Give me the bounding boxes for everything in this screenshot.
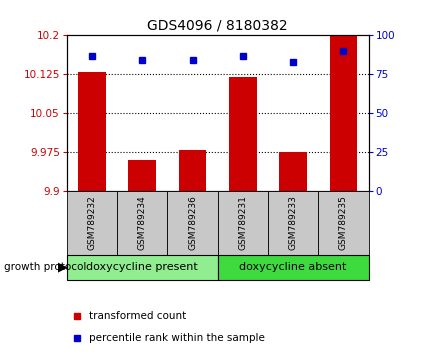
Bar: [317, 191, 368, 255]
Text: GSM789234: GSM789234: [138, 196, 146, 250]
Text: ▶: ▶: [58, 261, 68, 274]
Text: transformed count: transformed count: [89, 311, 186, 321]
Title: GDS4096 / 8180382: GDS4096 / 8180382: [147, 19, 287, 33]
Bar: [117, 191, 167, 255]
Text: doxycycline present: doxycycline present: [86, 262, 198, 272]
Text: doxycycline absent: doxycycline absent: [239, 262, 346, 272]
Bar: [67, 255, 217, 280]
Bar: [217, 191, 267, 255]
Text: GSM789232: GSM789232: [87, 196, 96, 250]
Bar: [217, 255, 368, 280]
Bar: [128, 160, 156, 191]
Bar: [279, 152, 306, 191]
Bar: [267, 191, 317, 255]
Bar: [178, 150, 206, 191]
Bar: [67, 191, 117, 255]
Bar: [78, 72, 105, 191]
Bar: [167, 191, 217, 255]
Text: GSM789236: GSM789236: [187, 195, 197, 251]
Text: GSM789233: GSM789233: [288, 195, 297, 251]
Text: GSM789235: GSM789235: [338, 195, 347, 251]
Text: growth protocol: growth protocol: [4, 262, 86, 272]
Bar: [329, 35, 356, 191]
Bar: [228, 77, 256, 191]
Text: percentile rank within the sample: percentile rank within the sample: [89, 333, 265, 343]
Text: GSM789231: GSM789231: [238, 195, 247, 251]
